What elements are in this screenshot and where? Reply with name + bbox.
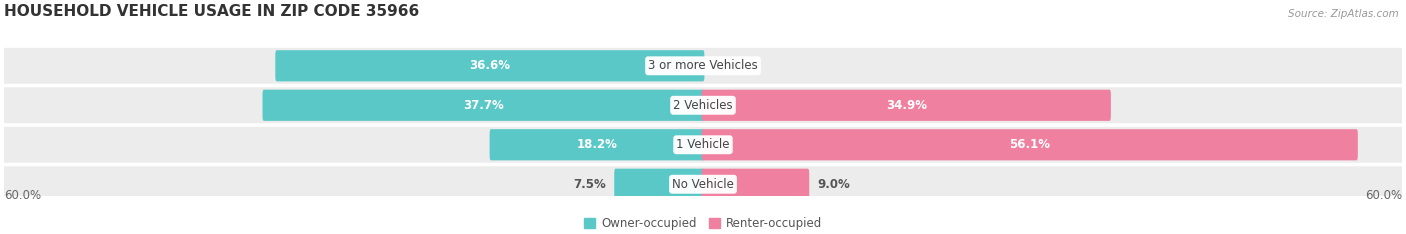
Text: 56.1%: 56.1% xyxy=(1010,138,1050,151)
FancyBboxPatch shape xyxy=(702,90,1111,121)
Legend: Owner-occupied, Renter-occupied: Owner-occupied, Renter-occupied xyxy=(583,217,823,230)
Text: 37.7%: 37.7% xyxy=(463,99,503,112)
FancyBboxPatch shape xyxy=(702,129,1358,160)
Text: 7.5%: 7.5% xyxy=(574,178,606,191)
Text: 2 Vehicles: 2 Vehicles xyxy=(673,99,733,112)
Text: 18.2%: 18.2% xyxy=(576,138,617,151)
Text: 34.9%: 34.9% xyxy=(886,99,927,112)
FancyBboxPatch shape xyxy=(276,50,704,81)
FancyBboxPatch shape xyxy=(614,169,704,200)
Text: 3 or more Vehicles: 3 or more Vehicles xyxy=(648,59,758,72)
FancyBboxPatch shape xyxy=(3,166,1403,202)
FancyBboxPatch shape xyxy=(3,127,1403,163)
FancyBboxPatch shape xyxy=(3,87,1403,123)
Text: 0.0%: 0.0% xyxy=(713,59,745,72)
Text: 60.0%: 60.0% xyxy=(1365,189,1402,202)
FancyBboxPatch shape xyxy=(3,48,1403,84)
Text: Source: ZipAtlas.com: Source: ZipAtlas.com xyxy=(1288,9,1399,19)
FancyBboxPatch shape xyxy=(702,169,810,200)
FancyBboxPatch shape xyxy=(263,90,704,121)
Text: 1 Vehicle: 1 Vehicle xyxy=(676,138,730,151)
FancyBboxPatch shape xyxy=(489,129,704,160)
Text: HOUSEHOLD VEHICLE USAGE IN ZIP CODE 35966: HOUSEHOLD VEHICLE USAGE IN ZIP CODE 3596… xyxy=(4,4,419,19)
Text: 36.6%: 36.6% xyxy=(470,59,510,72)
Text: 9.0%: 9.0% xyxy=(817,178,849,191)
Text: 60.0%: 60.0% xyxy=(4,189,41,202)
Text: No Vehicle: No Vehicle xyxy=(672,178,734,191)
